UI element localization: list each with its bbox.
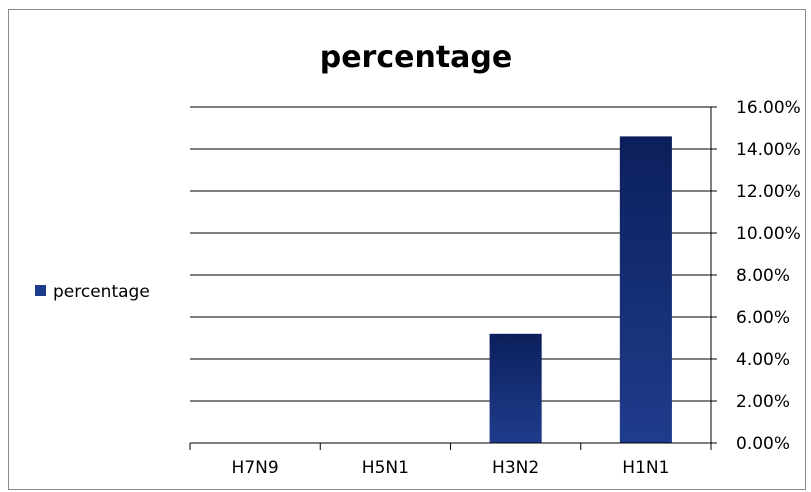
x-category-labels: H7N9 H5N1 H3N2 H1N1 <box>232 458 670 478</box>
y-tick-label: 4.00% <box>736 350 790 370</box>
y-tick-label: 16.00% <box>736 98 801 118</box>
chart-frame <box>8 9 806 490</box>
y-tick-label: 8.00% <box>736 266 790 286</box>
x-category-label: H5N1 <box>362 458 409 478</box>
legend-label: percentage <box>53 282 150 302</box>
legend-swatch <box>35 285 46 296</box>
y-tick-label: 0.00% <box>736 434 790 454</box>
x-category-label: H1N1 <box>622 458 669 478</box>
y-tick-label: 2.00% <box>736 392 790 412</box>
legend: percentage <box>35 282 150 302</box>
chart-title: percentage <box>320 40 513 75</box>
bar-h3n2 <box>489 333 542 443</box>
bar-h1n1 <box>619 136 672 443</box>
y-tick-labels: 0.00% 2.00% 4.00% 6.00% 8.00% 10.00% 12.00% 14.… <box>736 98 801 454</box>
y-tick-label: 12.00% <box>736 182 801 202</box>
axes <box>189 106 717 450</box>
bars <box>489 136 672 443</box>
x-category-label: H3N2 <box>492 458 539 478</box>
y-tick-label: 14.00% <box>736 140 801 160</box>
y-tick-label: 6.00% <box>736 308 790 328</box>
y-tick-label: 10.00% <box>736 224 801 244</box>
x-category-label: H7N9 <box>232 458 279 478</box>
